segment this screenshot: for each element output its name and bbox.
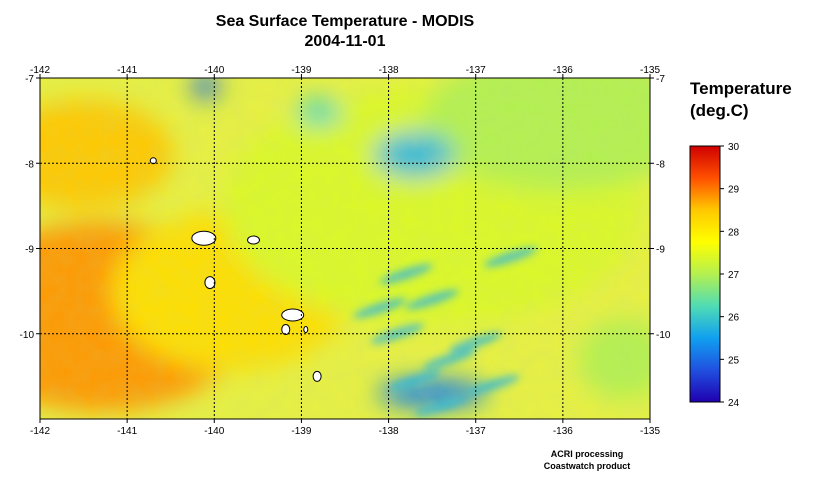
island xyxy=(281,308,305,322)
x-tick-label-bottom: -139 xyxy=(291,426,311,437)
x-tick-label-top: -139 xyxy=(291,65,311,76)
axis-ticks: -142 -142 -141 -141 -140 -140 -139 -139 -138 -138… xyxy=(20,65,671,437)
y-tick-label-left: -8 xyxy=(25,159,34,170)
x-tick-label-bottom: -142 xyxy=(30,426,50,437)
y-tick-label-left: -10 xyxy=(20,330,35,341)
y-tick-label-right: -10 xyxy=(656,330,671,341)
x-tick-label-top: -137 xyxy=(466,65,486,76)
colorbar-tick-label: 26 xyxy=(728,313,740,324)
x-tick-label-top: -136 xyxy=(553,65,573,76)
map-date: 2004-11-01 xyxy=(304,33,386,50)
legend-units: (deg.C) xyxy=(690,101,749,120)
x-tick-label-bottom: -141 xyxy=(117,426,137,437)
island xyxy=(204,276,216,290)
y-tick-label-right: -9 xyxy=(656,245,665,256)
island xyxy=(247,235,260,245)
x-tick-label-top: -142 xyxy=(30,65,50,76)
x-tick-label-top: -141 xyxy=(117,65,137,76)
temperature-field xyxy=(40,78,650,419)
credits-product: Coastwatch product xyxy=(543,461,631,471)
colorbar-tick-label: 30 xyxy=(728,142,740,153)
x-tick-label-bottom: -140 xyxy=(204,426,224,437)
y-tick-label-left: -9 xyxy=(25,245,34,256)
x-tick-label-top: -140 xyxy=(204,65,224,76)
x-tick-label-bottom: -138 xyxy=(379,426,399,437)
credits-processing: ACRI processing xyxy=(550,449,624,459)
island xyxy=(312,370,322,382)
map-title: Sea Surface Temperature - MODIS 2004-11-… xyxy=(40,12,650,52)
credits: ACRI processing Coastwatch product xyxy=(500,448,674,472)
legend-title-line1: Temperature xyxy=(690,79,792,98)
island xyxy=(303,325,309,333)
colorbar-tick-label: 27 xyxy=(728,270,740,281)
colorbar-tick-label: 28 xyxy=(728,227,740,238)
x-tick-label-top: -135 xyxy=(640,65,660,76)
colorbar xyxy=(689,145,721,403)
map-title-line1: Sea Surface Temperature - MODIS xyxy=(215,13,475,30)
island xyxy=(281,323,291,335)
x-tick-label-bottom: -135 xyxy=(640,426,660,437)
island xyxy=(191,230,217,246)
colorbar-tick-label: 25 xyxy=(728,355,740,366)
x-tick-label-top: -138 xyxy=(379,65,399,76)
y-tick-label-left: -7 xyxy=(25,74,34,85)
colorbar-tick-label: 24 xyxy=(728,398,740,409)
colorbar-ticks: 30 29 28 27 26 25 24 xyxy=(720,142,740,409)
legend-title: Temperature (deg.C) xyxy=(690,78,792,122)
x-tick-label-bottom: -136 xyxy=(553,426,573,437)
y-tick-label-right: -7 xyxy=(656,74,665,85)
x-tick-label-bottom: -137 xyxy=(466,426,486,437)
lat-lon-grid xyxy=(40,78,650,419)
y-tick-label-right: -8 xyxy=(656,159,665,170)
islands xyxy=(149,157,322,382)
colorbar-tick-label: 29 xyxy=(728,185,740,196)
